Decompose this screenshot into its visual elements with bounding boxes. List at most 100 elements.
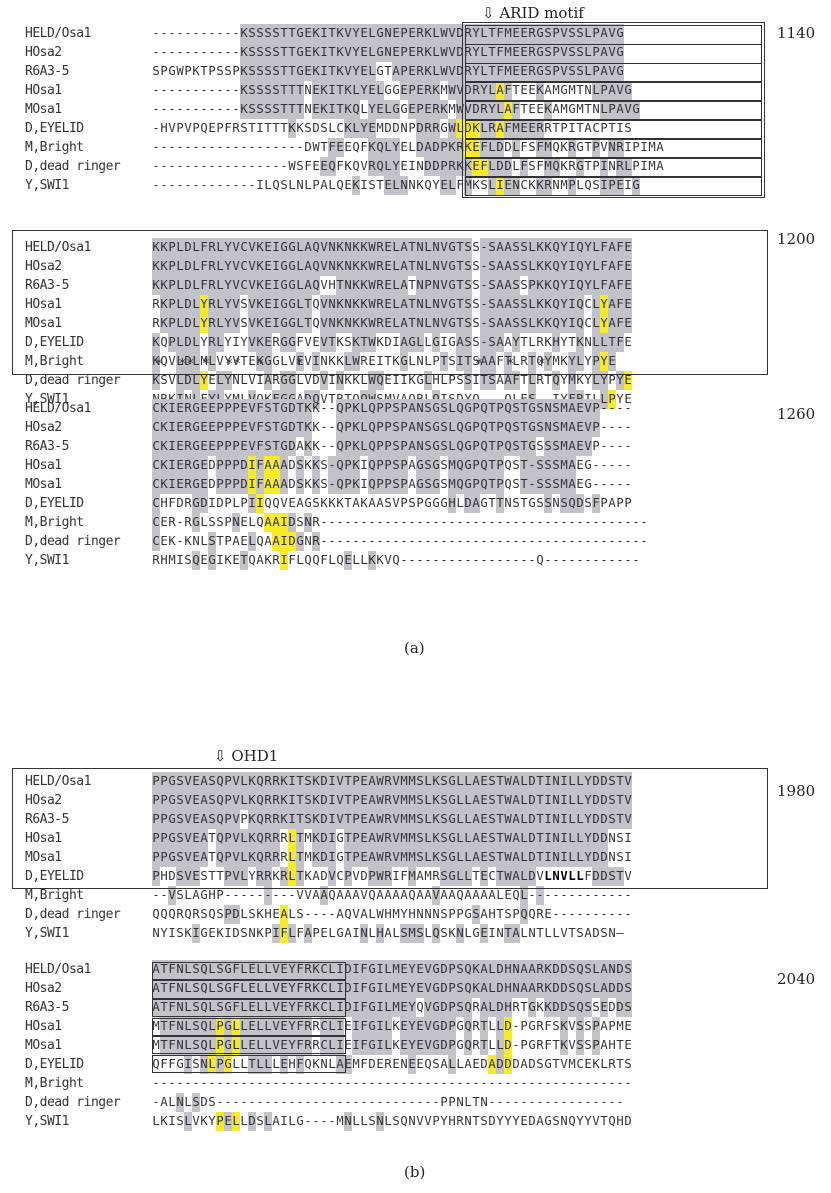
residue: I	[328, 100, 336, 119]
residue: R	[264, 772, 272, 791]
residue: S	[344, 335, 352, 349]
residue: -	[360, 534, 368, 548]
sequence-label: R6A3-5	[25, 439, 69, 454]
alignment-row: D,dead ringer - A L N L S D S - - - - - - - - - - - - - - - - - - -…	[25, 1093, 785, 1112]
residue: P	[152, 791, 160, 810]
residue: Q	[576, 276, 584, 295]
residue: -	[624, 1076, 632, 1090]
residue: A	[352, 496, 360, 510]
alignment-row: M,Bright C E R - R G L S S P N E L Q A A I D S N R - - - - - - - - - - -…	[25, 513, 785, 532]
residue: G	[448, 335, 456, 349]
residue: T	[384, 64, 392, 78]
residue: S	[416, 810, 424, 829]
residue: P	[352, 772, 360, 791]
residue: S	[544, 456, 552, 475]
residue: S	[464, 333, 472, 352]
residue: Q	[368, 418, 376, 437]
residue: Q	[368, 475, 376, 494]
residue: V	[568, 1019, 576, 1033]
residue: S	[424, 399, 432, 418]
residue: A	[608, 238, 616, 257]
residue: D	[464, 119, 472, 138]
residue: V	[320, 257, 328, 276]
sequence-label: D,dead ringer	[25, 373, 121, 388]
residue: E	[504, 888, 512, 902]
residue: T	[616, 867, 624, 886]
residue: -	[192, 83, 200, 97]
residue: P	[592, 159, 600, 173]
residue: -	[608, 1076, 616, 1090]
residue: I	[640, 140, 648, 154]
residue: A	[496, 276, 504, 295]
residue: S	[264, 399, 272, 418]
residue: Q	[352, 159, 360, 173]
residue: I	[624, 178, 632, 192]
residue: L	[512, 159, 520, 173]
residue: K	[560, 1036, 568, 1055]
residue: S	[512, 437, 520, 456]
residue: C	[152, 494, 160, 513]
residue: I	[440, 335, 448, 349]
residue: -	[600, 477, 608, 491]
residue: D	[216, 496, 224, 510]
residue: S	[520, 238, 528, 257]
residue: V	[424, 1114, 432, 1128]
residue: E	[384, 176, 392, 195]
residue: -	[248, 178, 256, 192]
residue: D	[528, 867, 536, 886]
residue: -	[552, 907, 560, 921]
residue: E	[576, 418, 584, 437]
residue: T	[488, 437, 496, 456]
residue: L	[528, 238, 536, 257]
residue: G	[336, 850, 344, 864]
residue: P	[184, 64, 192, 78]
residue: M	[560, 102, 568, 116]
residue: -	[536, 515, 544, 529]
residue: I	[328, 81, 336, 100]
residue: D	[528, 791, 536, 810]
residue: -	[256, 140, 264, 154]
residue: M	[304, 850, 312, 864]
residue: -	[616, 401, 624, 415]
residue: S	[440, 848, 448, 867]
residue: S	[480, 1114, 488, 1128]
residue: V	[360, 888, 368, 902]
residue: Q	[536, 553, 544, 567]
residue: Q	[480, 399, 488, 418]
residue: S	[296, 159, 304, 173]
alignment-row: HOsa2 P P G S V E A S Q P V L K Q R R K I T S K D I V T P E A W R V M M S L…	[25, 791, 785, 810]
residue: E	[480, 791, 488, 810]
alignment-row: D,dead ringer K S V L D L Y E L Y N L V I A R G G L V D V I N K K L…	[25, 371, 785, 390]
residue: K	[160, 475, 168, 494]
residue: G	[528, 1038, 536, 1052]
residue: A	[304, 238, 312, 257]
residue: P	[224, 772, 232, 791]
residue: F	[296, 960, 304, 979]
residue: K	[472, 960, 480, 979]
residue: K	[312, 1057, 320, 1071]
residue: P	[240, 812, 248, 826]
residue: V	[248, 373, 256, 387]
residue: K	[544, 295, 552, 314]
residue: R	[528, 24, 536, 43]
residue: -	[432, 515, 440, 529]
residue: H	[488, 907, 496, 921]
residue: L	[424, 926, 432, 940]
residue: L	[344, 352, 352, 371]
residue: Q	[424, 178, 432, 192]
residue: Q	[368, 456, 376, 475]
residue: I	[168, 437, 176, 456]
residue: V	[184, 848, 192, 867]
residue: L	[576, 178, 584, 192]
residue: N	[416, 314, 424, 333]
residue: -	[152, 1076, 160, 1090]
residue: S	[248, 907, 256, 921]
residue: -	[568, 515, 576, 529]
residue: L	[576, 869, 584, 883]
residue: K	[352, 456, 360, 475]
residue: G	[192, 456, 200, 475]
residue: T	[272, 418, 280, 437]
residue: N	[512, 960, 520, 979]
residue: -	[600, 458, 608, 472]
residue: D	[480, 1057, 488, 1071]
